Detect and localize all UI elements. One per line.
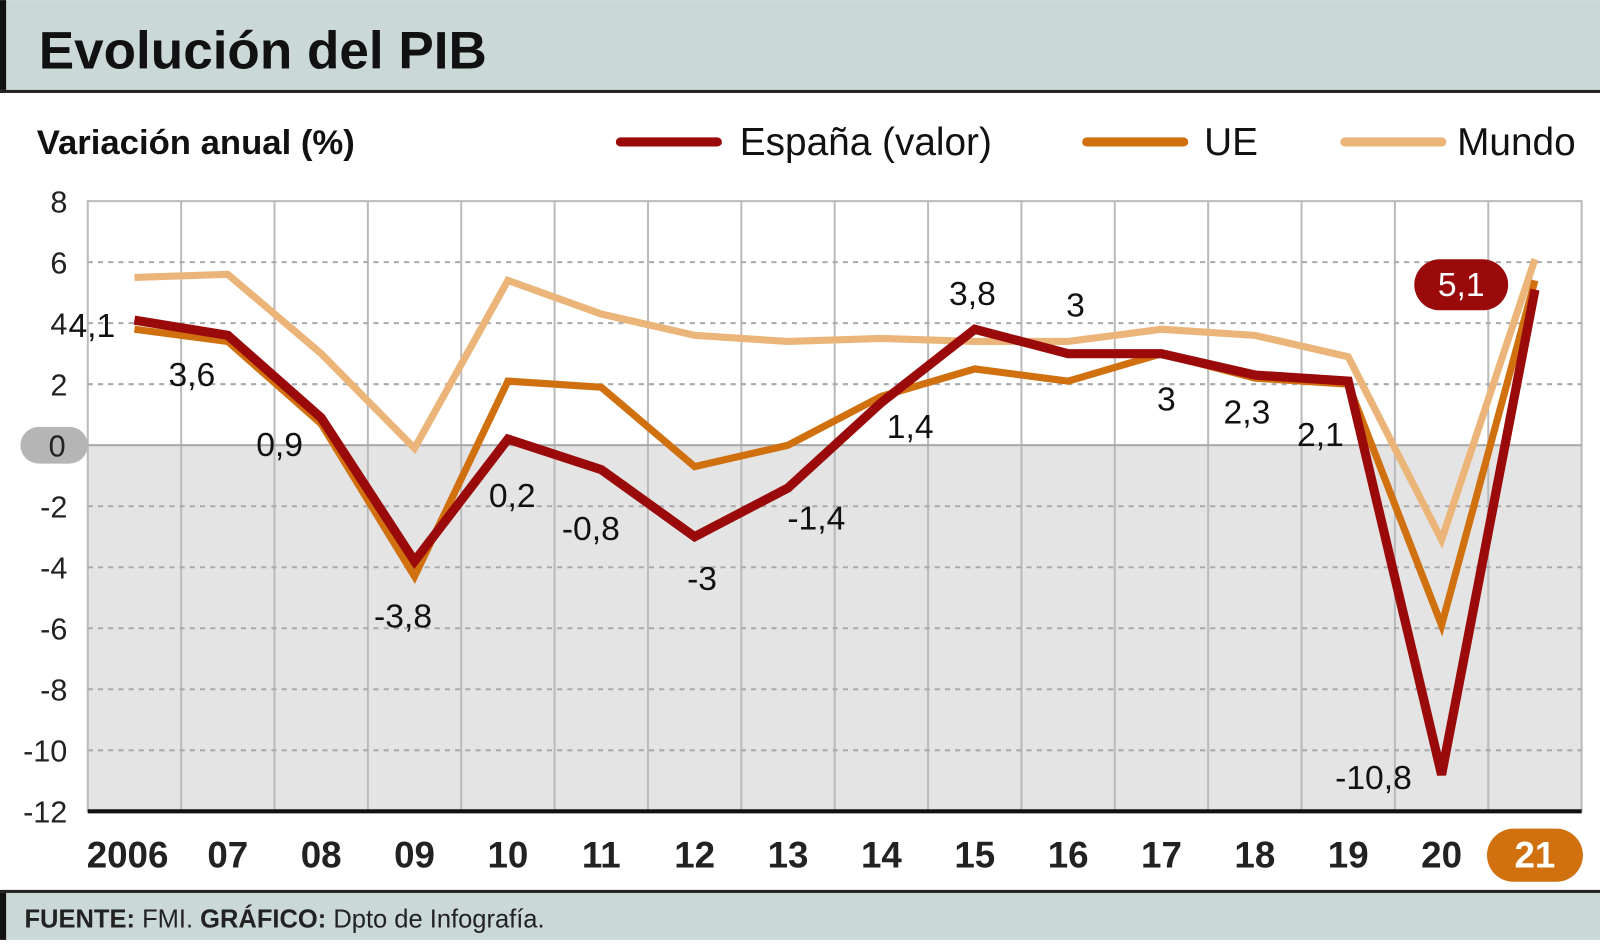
- y-tick-label: 8: [50, 185, 67, 219]
- source-value: FMI.: [142, 906, 193, 934]
- y-tick-label: -8: [40, 674, 67, 708]
- legend-label: UE: [1204, 121, 1258, 164]
- header-accent: [0, 0, 6, 90]
- data-label: 2,1: [1297, 417, 1344, 454]
- x-tick-label: 20: [1421, 834, 1462, 875]
- y-tick-label: 2: [50, 368, 67, 402]
- y-tick-label: 4: [50, 307, 67, 341]
- data-label: 3: [1157, 381, 1176, 418]
- x-tick-label: 15: [954, 834, 995, 875]
- data-label: 5,1: [1438, 267, 1485, 304]
- y-tick-label: -6: [40, 612, 67, 646]
- y-tick-label: -4: [40, 551, 67, 585]
- y-axis-label: Variación anual (%): [37, 124, 355, 162]
- footer-accent: [0, 893, 6, 940]
- data-label: -3: [687, 561, 717, 598]
- data-label: 3,8: [949, 276, 996, 313]
- data-label: -10,8: [1335, 760, 1412, 797]
- page-title: Evolución del PIB: [39, 21, 487, 80]
- data-label: 0,9: [256, 427, 303, 464]
- footer-text: FUENTE: FMI. GRÁFICO: Dpto de Infografía…: [24, 905, 544, 934]
- header-rule: [0, 90, 1600, 93]
- graphic-label: GRÁFICO:: [200, 905, 326, 934]
- y-tick-label: -10: [23, 735, 67, 769]
- x-tick-label: 11: [582, 834, 621, 875]
- x-tick-label: 09: [394, 834, 435, 875]
- source-label: FUENTE:: [24, 906, 135, 934]
- footer-rule: [0, 890, 1600, 893]
- legend-label: España (valor): [740, 121, 992, 164]
- y-tick-label: 6: [50, 246, 67, 280]
- data-label: 3: [1066, 287, 1085, 324]
- data-label: 2,3: [1224, 395, 1271, 432]
- x-tick-label: 2006: [87, 834, 169, 875]
- x-tick-label: 12: [674, 834, 715, 875]
- y-tick-label: -12: [23, 796, 67, 830]
- x-tick-label: 18: [1234, 834, 1275, 875]
- x-tick-label: 07: [207, 834, 248, 875]
- data-label: -0,8: [562, 511, 620, 548]
- x-tick-label: 16: [1048, 834, 1089, 875]
- x-tick-label: 13: [768, 834, 809, 875]
- legend: España (valor) UE Mundo: [620, 121, 1575, 164]
- x-tick-label: 21: [1515, 834, 1556, 875]
- x-tick-label: 14: [861, 834, 902, 875]
- legend-label: Mundo: [1457, 121, 1576, 164]
- x-tick-label: 10: [487, 834, 528, 875]
- data-label: 0,2: [489, 478, 536, 515]
- x-tick-label: 17: [1141, 834, 1182, 875]
- data-label: 1,4: [887, 409, 934, 446]
- data-label: 3,6: [168, 357, 215, 394]
- y-tick-label: 0: [49, 429, 66, 463]
- x-tick-label: 08: [301, 834, 342, 875]
- data-label: -1,4: [787, 501, 845, 538]
- y-tick-label: -2: [40, 490, 67, 524]
- x-tick-label: 19: [1328, 834, 1369, 875]
- data-label: 4,1: [68, 308, 115, 345]
- graphic-value: Dpto de Infografía.: [333, 906, 544, 934]
- data-label: -3,8: [374, 599, 432, 636]
